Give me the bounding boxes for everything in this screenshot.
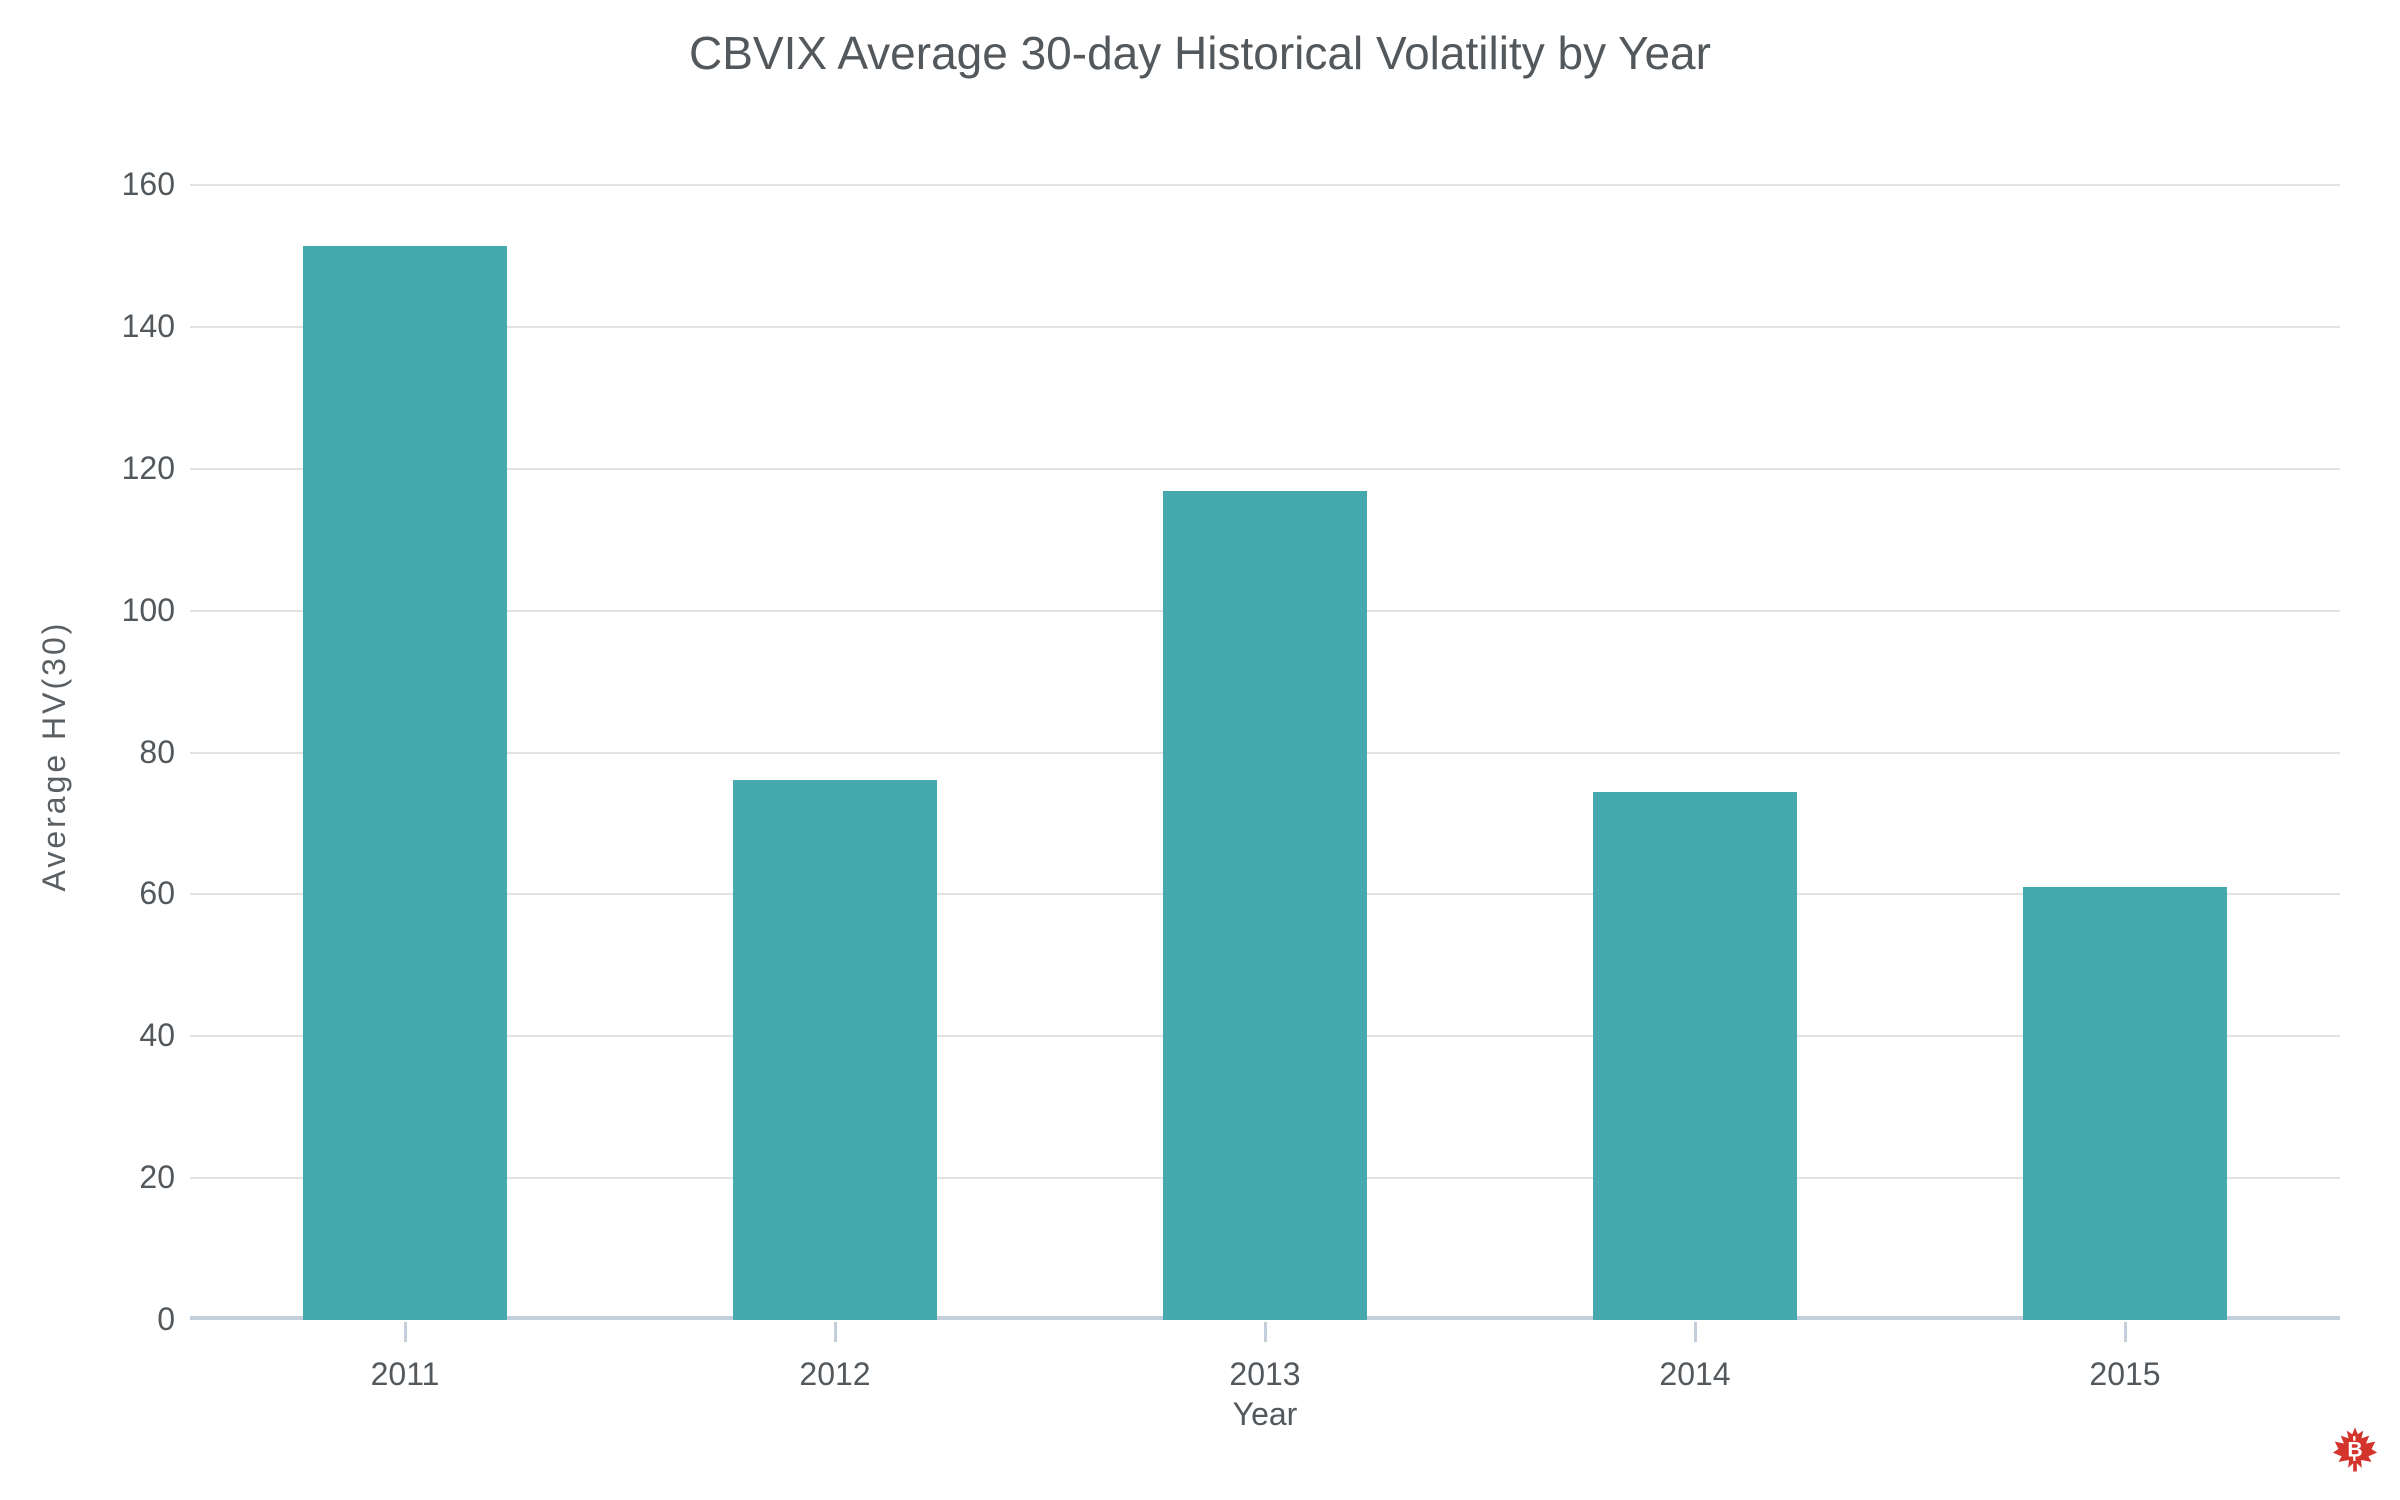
y-tick-label: 80 (139, 733, 175, 770)
bitcoin-b-glyph: B (2347, 1438, 2362, 1461)
x-tick-label: 2014 (1659, 1356, 1731, 1392)
x-tick-label: 2013 (1229, 1356, 1301, 1392)
x-tick-2013 (1263, 1322, 1267, 1342)
x-tick-label: 2012 (799, 1356, 871, 1392)
x-tick-2011 (403, 1322, 407, 1342)
x-tick-label: 2011 (370, 1356, 440, 1392)
x-tick-2012 (833, 1322, 837, 1342)
gridline-y160 (190, 184, 2340, 186)
maple-leaf-bitcoin-logo-icon: B (2332, 1427, 2378, 1472)
y-tick-label: 100 (121, 591, 175, 628)
y-tick-label: 60 (139, 875, 175, 912)
gridline-y140 (190, 325, 2340, 328)
bar-2011 (303, 246, 507, 1320)
bar-2012 (733, 780, 937, 1320)
y-tick-label: 160 (121, 166, 175, 202)
y-tick-label: 40 (139, 1017, 175, 1054)
bar-2015 (2023, 887, 2227, 1320)
y-tick-label: 20 (139, 1159, 175, 1196)
bar-2014 (1593, 792, 1797, 1320)
x-axis-title: Year (1232, 1396, 1298, 1432)
x-tick-2015 (2123, 1322, 2127, 1342)
chart-title: CBVIX Average 30-day Historical Volatili… (689, 27, 1711, 79)
y-tick-label: 140 (121, 307, 175, 344)
maple-leaf-shape (2332, 1427, 2378, 1472)
gridline-y120 (190, 467, 2340, 470)
y-tick-label: 120 (121, 449, 175, 486)
x-tick-2014 (1693, 1322, 1697, 1342)
bar-2013 (1163, 490, 1367, 1320)
y-tick-label: 0 (157, 1301, 175, 1337)
x-tick-label: 2015 (2089, 1356, 2161, 1392)
